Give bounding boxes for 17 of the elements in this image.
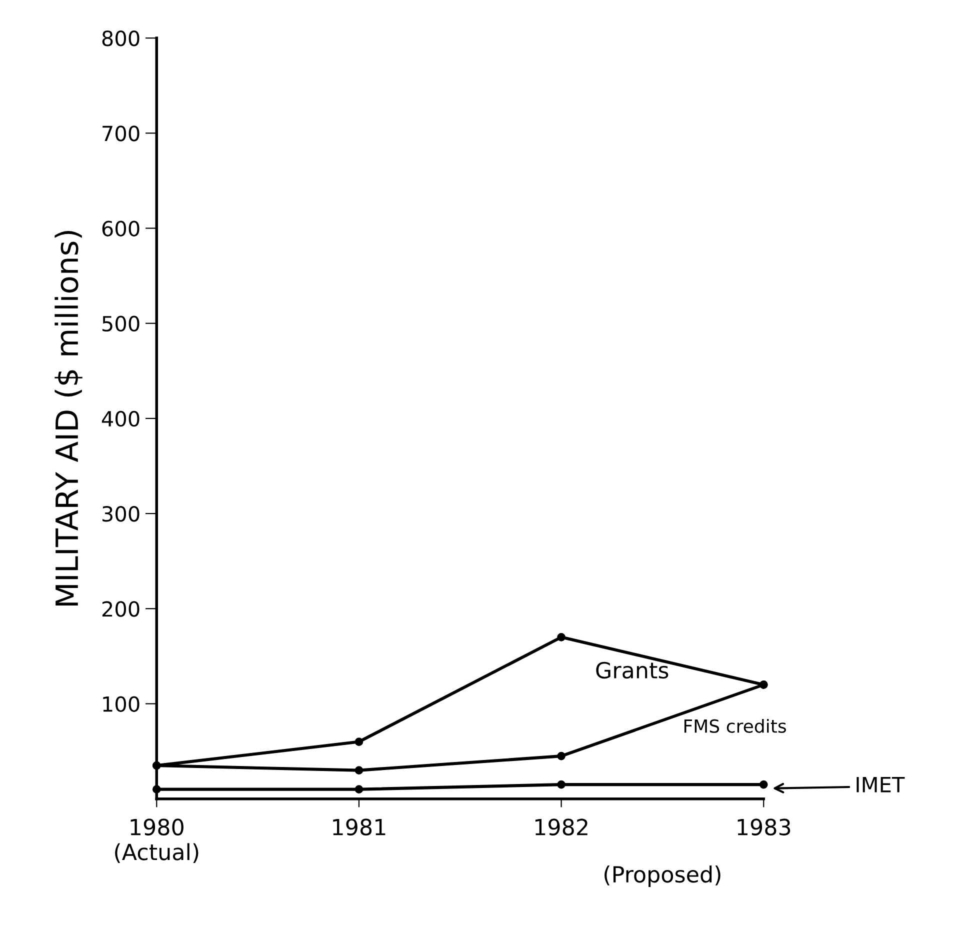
y-tick-label: 800 xyxy=(102,30,140,46)
x-tick-label: 1982 xyxy=(535,818,588,836)
y-tick-label: 500 xyxy=(102,316,140,332)
x-tick-label: 1983 xyxy=(738,818,790,836)
y-tick-label: 100 xyxy=(103,696,140,712)
y-tick-label: 700 xyxy=(102,126,140,142)
series-label: FMS credits xyxy=(684,718,786,733)
y-tick-label: 300 xyxy=(102,506,140,522)
y-axis-title: MILITARY AID ($ millions) xyxy=(54,231,82,606)
x-tick-label: 1981 xyxy=(333,818,386,836)
y-tick-label: 600 xyxy=(102,220,140,236)
legend-label: IMET xyxy=(856,777,905,792)
series-label: Grants xyxy=(596,662,668,679)
y-tick-label: 400 xyxy=(102,410,140,427)
y-tick-label: 200 xyxy=(102,601,140,617)
text: (Proposed) xyxy=(604,866,720,888)
x-tick-label: 1980 (Actual) xyxy=(115,818,198,863)
